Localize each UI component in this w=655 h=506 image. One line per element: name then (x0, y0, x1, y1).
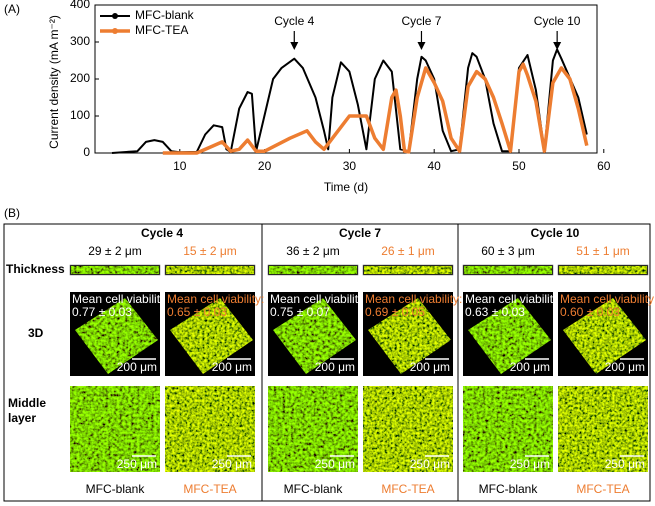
x-tick-label: 40 (428, 159, 442, 173)
viability-label: Mean cell viability: (465, 292, 562, 306)
annotation: Cycle 7 (401, 14, 441, 28)
x-tick-label: 30 (343, 159, 357, 173)
legend-marker (112, 13, 118, 19)
image-3d (273, 298, 356, 374)
row-label-box: Middle layer (8, 396, 46, 425)
scale-label: 250 μm (117, 457, 157, 471)
thickness: 51 ± 1 μm (576, 244, 630, 258)
viability-label: Mean cell viability: (167, 292, 264, 306)
legend-label: MFC-TEA (135, 23, 188, 37)
series-line (111, 48, 588, 154)
viability-label: Mean cell viability: (270, 292, 367, 306)
panel-label: (B) (4, 206, 20, 220)
image-middle (165, 386, 255, 472)
image-3d (468, 298, 551, 374)
sample-name: MFC-TEA (576, 482, 629, 496)
x-tick-label: 50 (512, 159, 526, 173)
y-tick-label: 0 (83, 145, 90, 159)
y-tick-label: 200 (70, 71, 90, 85)
viability: 0.75 ± 0.07 (270, 305, 330, 319)
thickness-strip (364, 266, 452, 274)
thickness-strip (71, 266, 159, 274)
scale-label: 200 μm (510, 360, 550, 374)
sample-name: MFC-blank (86, 482, 146, 496)
viability: 0.60 ± 0.03 (560, 305, 620, 319)
thickness: 29 ± 2 μm (88, 244, 142, 258)
annotation: Cycle 4 (274, 14, 314, 28)
viability: 0.63 ± 0.03 (465, 305, 525, 319)
scale-label: 250 μm (605, 457, 645, 471)
scale-label: 250 μm (510, 457, 550, 471)
viability: 0.77 ± 0.03 (72, 305, 132, 319)
image-middle (363, 386, 453, 472)
viability-label: Mean cell viability: (365, 292, 462, 306)
x-tick-label: 20 (258, 159, 272, 173)
panel-frame (3, 223, 651, 502)
scale-label: 200 μm (605, 360, 645, 374)
thickness: 26 ± 1 μm (381, 244, 435, 258)
y-tick-label: 400 (70, 0, 90, 11)
y-tick-label: 300 (70, 34, 90, 48)
scale-label: 250 μm (315, 457, 355, 471)
viability: 0.65 ± 0.03 (167, 305, 227, 319)
row-label: Thickness (6, 262, 65, 276)
row-label: Middle layer (8, 396, 46, 425)
image-3d (563, 298, 646, 374)
thickness-strip (166, 266, 254, 274)
panel-label: (A) (4, 2, 20, 16)
scale-label: 200 μm (117, 360, 157, 374)
viability-label: Mean cell viability: (72, 292, 169, 306)
image-3d (368, 298, 451, 374)
y-axis-label: Current density (mA m⁻²) (47, 15, 61, 149)
viability-label: Mean cell viability: (560, 292, 655, 306)
image-middle (70, 386, 160, 472)
image-middle (268, 386, 358, 472)
scale-label: 250 μm (212, 457, 252, 471)
x-tick-label: 10 (173, 159, 187, 173)
scale-label: 200 μm (315, 360, 355, 374)
thickness-strip (464, 266, 552, 274)
thickness-strip (269, 266, 357, 274)
sample-name: MFC-blank (284, 482, 344, 496)
arrow-head (417, 42, 426, 50)
image-middle (558, 386, 648, 472)
group-title: Cycle 10 (531, 226, 580, 240)
arrow-head (553, 42, 562, 50)
scale-label: 200 μm (212, 360, 252, 374)
y-tick-label: 100 (70, 108, 90, 122)
legend-marker (112, 28, 118, 34)
x-tick-label: 60 (597, 159, 611, 173)
thickness: 15 ± 2 μm (183, 244, 237, 258)
viability: 0.69 ± 0.05 (365, 305, 425, 319)
image-3d (75, 298, 158, 374)
annotation: Cycle 10 (534, 14, 581, 28)
sample-name: MFC-TEA (381, 482, 434, 496)
image-middle (463, 386, 553, 472)
image-3d (170, 298, 253, 374)
group-title: Cycle 7 (339, 226, 381, 240)
x-axis-label: Time (d) (324, 180, 368, 194)
sample-name: MFC-TEA (183, 482, 236, 496)
arrow-head (290, 42, 299, 50)
group-title: Cycle 4 (141, 226, 183, 240)
scale-label: 250 μm (410, 457, 450, 471)
sample-name: MFC-blank (479, 482, 539, 496)
thickness: 36 ± 2 μm (286, 244, 340, 258)
thickness-strip (559, 266, 647, 274)
legend-label: MFC-blank (135, 8, 195, 22)
row-label: 3D (28, 326, 44, 340)
series-line (162, 62, 589, 155)
scale-label: 200 μm (410, 360, 450, 374)
thickness: 60 ± 3 μm (481, 244, 535, 258)
